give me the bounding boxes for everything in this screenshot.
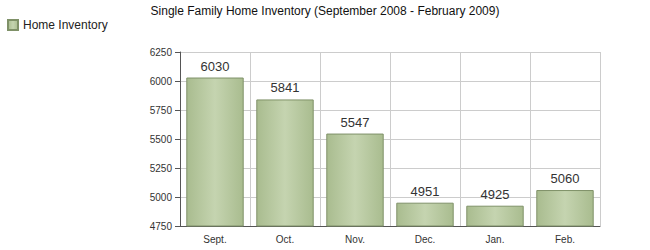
svg-text:Single Family Home Inventory (: Single Family Home Inventory (September … bbox=[151, 4, 500, 18]
svg-text:Nov.: Nov. bbox=[345, 234, 365, 245]
svg-text:5841: 5841 bbox=[271, 80, 300, 95]
svg-text:Jan.: Jan. bbox=[486, 234, 505, 245]
svg-text:5547: 5547 bbox=[341, 115, 370, 130]
svg-text:6000: 6000 bbox=[150, 76, 173, 87]
svg-text:5500: 5500 bbox=[150, 134, 173, 145]
svg-text:6030: 6030 bbox=[201, 59, 230, 74]
svg-text:5060: 5060 bbox=[551, 171, 580, 186]
svg-text:Home Inventory: Home Inventory bbox=[23, 18, 108, 32]
svg-text:Sept.: Sept. bbox=[203, 234, 226, 245]
svg-text:5000: 5000 bbox=[150, 192, 173, 203]
svg-text:6250: 6250 bbox=[150, 47, 173, 58]
svg-text:Dec.: Dec. bbox=[415, 234, 436, 245]
svg-text:4750: 4750 bbox=[150, 221, 173, 232]
svg-text:Feb.: Feb. bbox=[555, 234, 575, 245]
svg-text:5750: 5750 bbox=[150, 105, 173, 116]
svg-text:5250: 5250 bbox=[150, 163, 173, 174]
svg-text:Oct.: Oct. bbox=[276, 234, 294, 245]
svg-text:4951: 4951 bbox=[411, 184, 440, 199]
svg-text:4925: 4925 bbox=[481, 187, 510, 202]
